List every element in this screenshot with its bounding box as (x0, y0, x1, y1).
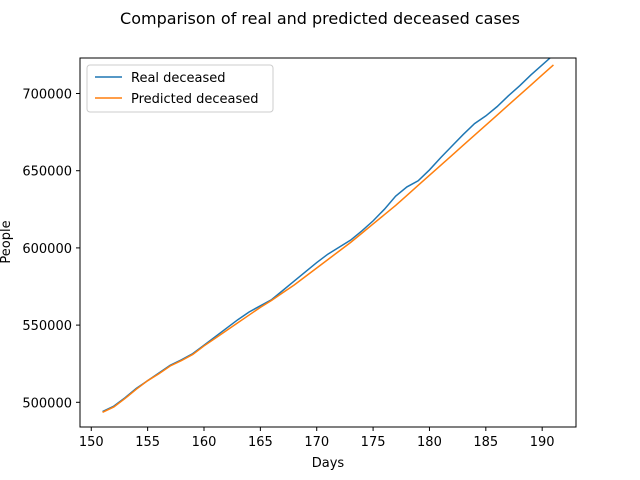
y-tick-label: 650000 (22, 165, 72, 180)
x-tick-label: 170 (304, 435, 329, 450)
chart-title: Comparison of real and predicted decease… (120, 9, 520, 28)
x-tick-label: 155 (135, 435, 160, 450)
y-axis-label: People (0, 220, 14, 263)
x-tick-label: 190 (530, 435, 555, 450)
legend-box (86, 64, 274, 113)
x-tick-label: 185 (473, 435, 498, 450)
y-tick-label: 500000 (22, 396, 72, 411)
legend-label: Predicted deceased (131, 92, 259, 107)
y-tick-label: 600000 (22, 242, 72, 257)
x-tick-label: 160 (192, 435, 217, 450)
series-line-predicted-deceased (102, 64, 554, 414)
legend-label: Real deceased (131, 71, 226, 86)
x-tick-label: 150 (79, 435, 104, 450)
x-tick-label: 180 (417, 435, 442, 450)
plot-frame (79, 57, 577, 428)
y-tick-label: 550000 (22, 319, 72, 334)
x-tick-label: 165 (248, 435, 273, 450)
y-tick-label: 700000 (22, 88, 72, 103)
legend: Real deceased Predicted deceased (86, 64, 274, 113)
x-axis-label: Days (312, 456, 345, 471)
x-tick-label: 175 (361, 435, 386, 450)
